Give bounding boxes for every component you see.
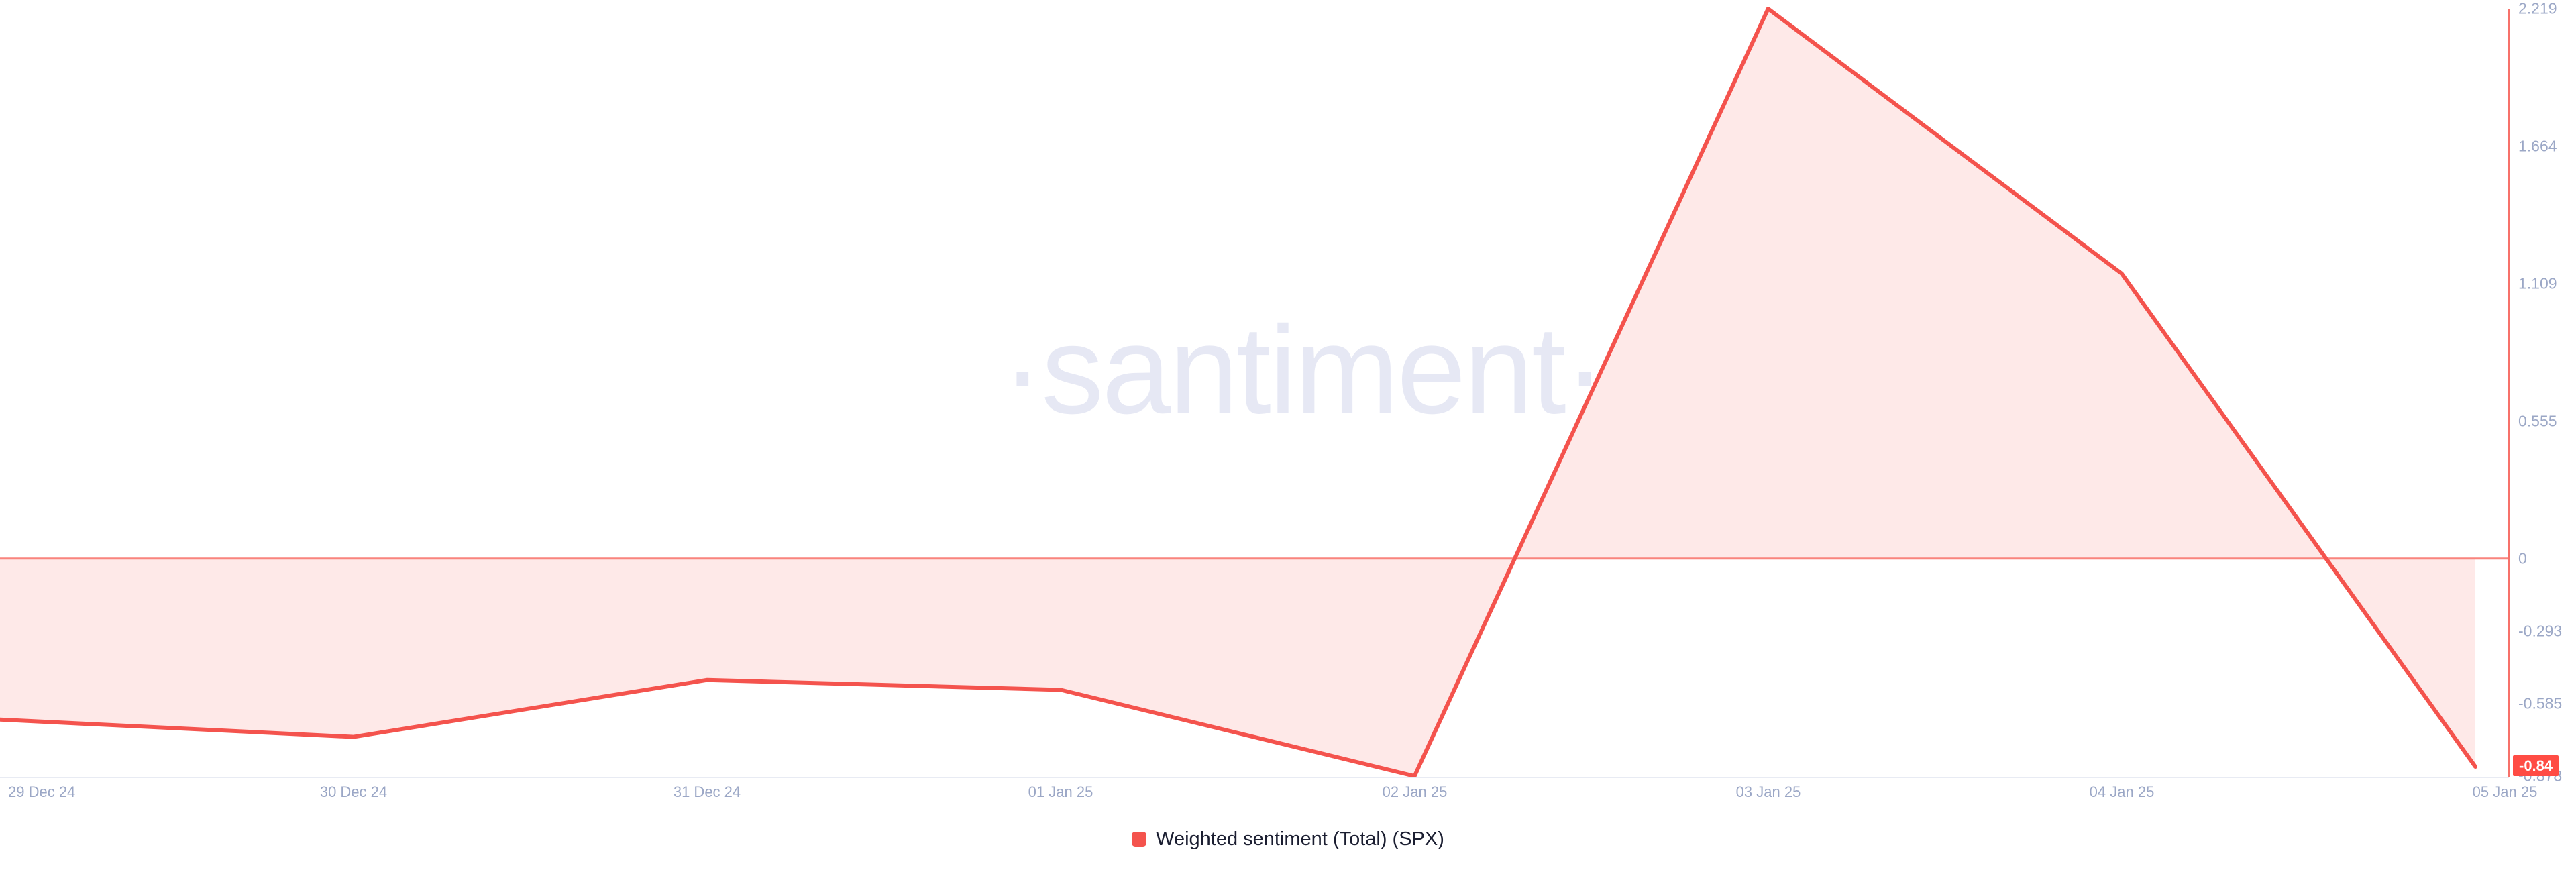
y-axis-tick-label: 0: [2518, 549, 2527, 567]
y-axis-tick-label: -0.585: [2518, 694, 2563, 712]
santiment-watermark: ·santiment·: [1002, 301, 1605, 440]
x-axis-tick-label: 31 Dec 24: [673, 783, 741, 800]
x-axis-tick-label: 02 Jan 25: [1382, 783, 1448, 800]
y-axis-tick-label: 2.219: [2518, 0, 2557, 17]
x-axis-tick-label: 01 Jan 25: [1028, 783, 1093, 800]
y-axis-tick-label: 0.555: [2518, 412, 2557, 430]
x-axis-tick-label: 30 Dec 24: [319, 783, 388, 800]
last-value-badge: -0.84: [2513, 755, 2559, 777]
sentiment-line: [0, 7, 2477, 778]
x-axis-tick-label: 29 Dec 24: [8, 783, 76, 800]
legend-item-weighted-sentiment[interactable]: Weighted sentiment (Total) (SPX): [0, 824, 2576, 855]
x-axis-tick-label: 05 Jan 25: [2472, 783, 2538, 800]
area-fill: [0, 9, 2475, 776]
y-axis-tick-label: -0.293: [2518, 622, 2563, 640]
x-axis-tick-label: 03 Jan 25: [1735, 783, 1801, 800]
y-axis-tick-label: 1.664: [2518, 137, 2557, 155]
x-axis-tick-label: 04 Jan 25: [2089, 783, 2155, 800]
legend-label: Weighted sentiment (Total) (SPX): [1156, 828, 1444, 850]
legend-color-swatch: [1132, 832, 1147, 847]
y-axis-tick-label: 1.109: [2518, 274, 2557, 292]
